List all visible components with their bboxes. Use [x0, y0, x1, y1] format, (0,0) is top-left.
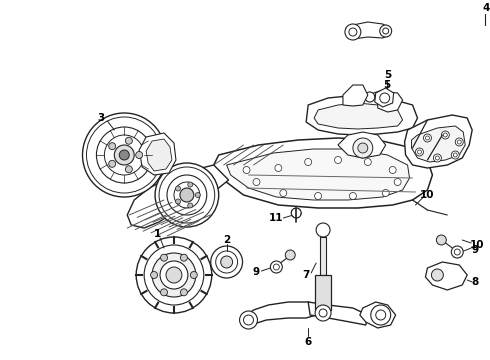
Circle shape: [382, 95, 390, 103]
Circle shape: [175, 186, 180, 191]
Polygon shape: [139, 133, 176, 175]
Circle shape: [423, 134, 431, 142]
Text: 1: 1: [153, 229, 161, 239]
Polygon shape: [227, 149, 410, 200]
Circle shape: [188, 182, 193, 187]
Circle shape: [150, 271, 158, 279]
Circle shape: [380, 25, 392, 37]
Text: 10: 10: [470, 240, 485, 250]
Circle shape: [125, 166, 132, 173]
Circle shape: [365, 158, 371, 166]
Text: 5: 5: [384, 70, 392, 80]
Circle shape: [315, 305, 331, 321]
Circle shape: [345, 24, 361, 40]
Circle shape: [275, 165, 282, 171]
Text: 5: 5: [383, 80, 391, 90]
Circle shape: [190, 271, 197, 279]
Circle shape: [180, 188, 194, 202]
Circle shape: [180, 289, 187, 296]
Circle shape: [144, 245, 204, 305]
Circle shape: [136, 237, 212, 313]
Circle shape: [305, 158, 312, 166]
Circle shape: [389, 166, 396, 174]
Text: 2: 2: [223, 235, 230, 245]
Circle shape: [316, 223, 330, 237]
Circle shape: [434, 154, 441, 162]
Circle shape: [161, 289, 168, 296]
Circle shape: [243, 166, 250, 174]
Circle shape: [353, 138, 373, 158]
Circle shape: [136, 152, 143, 158]
Circle shape: [114, 145, 134, 165]
Circle shape: [280, 189, 287, 197]
Circle shape: [382, 189, 389, 197]
Circle shape: [451, 246, 463, 258]
Circle shape: [349, 193, 356, 199]
Text: 8: 8: [471, 277, 479, 287]
Circle shape: [358, 143, 368, 153]
Circle shape: [437, 235, 446, 245]
Circle shape: [240, 311, 257, 329]
Circle shape: [188, 203, 193, 208]
Circle shape: [285, 250, 295, 260]
Circle shape: [155, 163, 219, 227]
Polygon shape: [360, 302, 395, 328]
Circle shape: [220, 256, 233, 268]
Circle shape: [82, 113, 166, 197]
Text: 4: 4: [483, 3, 490, 13]
Polygon shape: [127, 165, 229, 228]
Circle shape: [175, 199, 180, 204]
Polygon shape: [315, 275, 331, 310]
Circle shape: [270, 261, 282, 273]
Circle shape: [196, 193, 200, 198]
Text: 9: 9: [253, 267, 260, 277]
Circle shape: [416, 148, 423, 156]
Circle shape: [335, 157, 342, 163]
Circle shape: [97, 127, 152, 183]
Polygon shape: [412, 126, 465, 162]
Circle shape: [211, 246, 243, 278]
Circle shape: [253, 179, 260, 185]
Circle shape: [161, 254, 168, 261]
Polygon shape: [343, 85, 368, 106]
Circle shape: [160, 261, 188, 289]
Circle shape: [365, 92, 375, 102]
Polygon shape: [346, 22, 390, 39]
Circle shape: [152, 253, 196, 297]
Circle shape: [315, 193, 321, 199]
Circle shape: [371, 305, 391, 325]
Circle shape: [455, 138, 463, 146]
Circle shape: [180, 254, 187, 261]
Polygon shape: [378, 92, 403, 112]
Polygon shape: [306, 95, 417, 135]
Circle shape: [291, 208, 301, 218]
Polygon shape: [320, 237, 326, 275]
Circle shape: [119, 150, 129, 160]
Circle shape: [451, 151, 459, 159]
Polygon shape: [308, 302, 368, 325]
Circle shape: [394, 179, 401, 185]
Circle shape: [166, 267, 182, 283]
Polygon shape: [214, 138, 432, 208]
Polygon shape: [146, 139, 172, 171]
Polygon shape: [405, 115, 472, 168]
Polygon shape: [314, 103, 403, 129]
Polygon shape: [338, 132, 386, 158]
Text: 7: 7: [302, 270, 310, 280]
Circle shape: [109, 143, 116, 150]
Circle shape: [441, 131, 449, 139]
Circle shape: [125, 137, 132, 144]
Text: 6: 6: [304, 337, 312, 347]
Text: 3: 3: [98, 113, 105, 123]
Polygon shape: [244, 302, 318, 325]
Text: 11: 11: [269, 213, 284, 223]
Polygon shape: [375, 88, 393, 107]
Text: 10: 10: [420, 190, 435, 200]
Polygon shape: [425, 262, 467, 290]
Text: 9: 9: [471, 245, 479, 255]
Circle shape: [167, 175, 207, 215]
Circle shape: [431, 269, 443, 281]
Circle shape: [109, 160, 116, 167]
